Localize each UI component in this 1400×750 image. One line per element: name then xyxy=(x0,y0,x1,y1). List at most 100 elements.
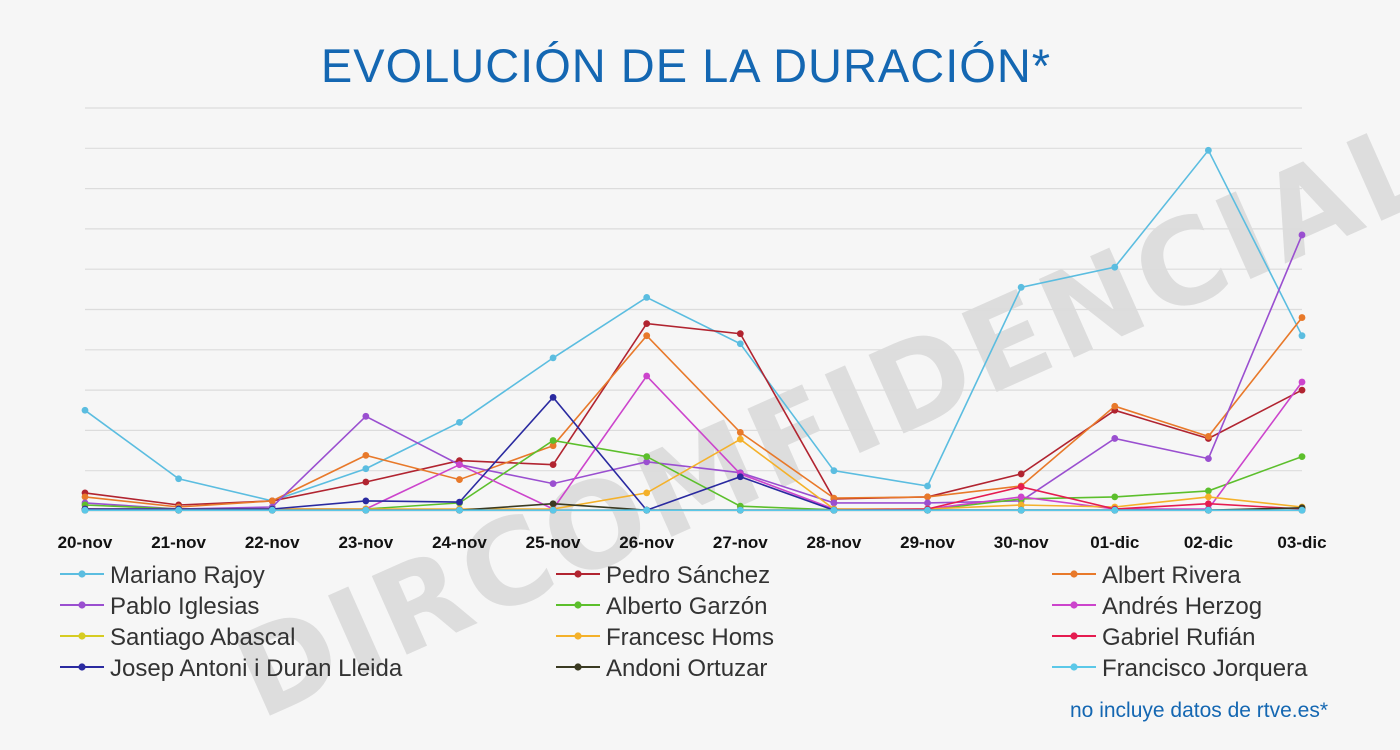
data-point xyxy=(1298,314,1306,321)
legend-label: Francisco Jorquera xyxy=(1102,655,1308,682)
series-line xyxy=(84,234,1303,510)
series-line xyxy=(84,148,1303,502)
data-point xyxy=(456,498,463,506)
series-lines xyxy=(81,146,1306,514)
data-point xyxy=(1204,493,1212,501)
legend-marker xyxy=(574,632,582,640)
data-point xyxy=(1111,506,1119,514)
grid-lines xyxy=(85,107,1302,512)
data-point xyxy=(549,480,557,487)
series-line xyxy=(84,317,1303,508)
data-point xyxy=(362,497,370,505)
legend-item: Mariano Rajoy xyxy=(60,562,265,589)
legend-marker xyxy=(574,663,582,671)
data-point xyxy=(1017,470,1025,478)
legend-marker xyxy=(78,632,86,640)
data-point xyxy=(1017,493,1025,501)
data-point xyxy=(736,340,744,348)
data-point xyxy=(268,506,276,514)
legend-label: Albert Rivera xyxy=(1102,562,1241,589)
x-tick-label: 27-nov xyxy=(713,533,768,552)
legend-item: Pedro Sánchez xyxy=(556,562,770,589)
data-point xyxy=(175,506,183,514)
data-point xyxy=(643,453,651,460)
data-point xyxy=(1111,263,1119,271)
data-point xyxy=(643,332,651,340)
data-point xyxy=(1298,332,1306,340)
data-point xyxy=(268,497,276,505)
data-point xyxy=(924,499,931,507)
x-axis-labels: 20-nov 21-nov 22-nov 23-nov 24-nov 25-nov 26-n… xyxy=(58,533,1327,552)
data-point xyxy=(362,506,370,514)
x-tick-label: 21-nov xyxy=(151,533,206,552)
series-11 xyxy=(81,506,1306,514)
data-point xyxy=(643,372,651,380)
data-point xyxy=(81,406,89,414)
data-point xyxy=(736,330,744,338)
data-point xyxy=(549,354,557,362)
data-point xyxy=(549,461,557,469)
x-tick-label: 25-nov xyxy=(526,533,581,552)
data-point xyxy=(1204,146,1212,154)
x-tick-label: 20-nov xyxy=(58,533,113,552)
footnote: no incluye datos de rtve.es* xyxy=(1070,699,1328,722)
legend-item: Josep Antoni i Duran Lleida xyxy=(60,655,403,682)
x-tick-label: 03-dic xyxy=(1277,533,1326,552)
legend-marker xyxy=(1070,663,1078,671)
data-point xyxy=(643,489,651,497)
data-point xyxy=(830,499,838,507)
legend-label: Josep Antoni i Duran Lleida xyxy=(110,655,403,682)
x-tick-label: 30-nov xyxy=(994,533,1049,552)
x-tick-label: 24-nov xyxy=(432,533,487,552)
data-point xyxy=(643,294,651,301)
data-point xyxy=(736,473,744,481)
legend-item: Albert Rivera xyxy=(1052,562,1241,589)
legend-label: Pablo Iglesias xyxy=(110,593,259,620)
data-point xyxy=(924,493,931,501)
data-point xyxy=(1017,283,1025,291)
legend-label: Andrés Herzog xyxy=(1102,593,1262,620)
data-point xyxy=(1298,231,1306,239)
x-tick-label: 29-nov xyxy=(900,533,955,552)
data-point xyxy=(362,451,370,459)
data-point xyxy=(362,465,370,473)
data-point xyxy=(1111,402,1119,410)
legend-label: Andoni Ortuzar xyxy=(606,655,767,682)
legend-label: Francesc Homs xyxy=(606,624,774,651)
legend-item: Andrés Herzog xyxy=(1052,593,1262,620)
legend-label: Alberto Garzón xyxy=(606,593,767,620)
legend-marker xyxy=(78,601,86,609)
legend-marker xyxy=(574,570,582,578)
legend-label: Santiago Abascal xyxy=(110,624,295,651)
data-point xyxy=(1204,455,1212,463)
data-point xyxy=(549,500,557,508)
data-point xyxy=(175,475,183,483)
data-point xyxy=(549,437,557,444)
data-point xyxy=(736,429,744,436)
legend-item: Francisco Jorquera xyxy=(1052,655,1308,682)
data-point xyxy=(1298,386,1306,394)
data-point xyxy=(1298,378,1306,386)
data-point xyxy=(1111,493,1119,501)
data-point xyxy=(549,393,557,401)
chart-title: EVOLUCIÓN DE LA DURACIÓN* xyxy=(320,39,1052,92)
legend-label: Gabriel Rufián xyxy=(1102,624,1255,651)
data-point xyxy=(362,478,370,486)
data-point xyxy=(1204,487,1212,495)
legend-marker xyxy=(1070,570,1078,578)
legend-label: Pedro Sánchez xyxy=(606,562,770,589)
legend: Mariano Rajoy Pedro Sánchez Albert Rivera P… xyxy=(60,562,1308,682)
data-point xyxy=(830,506,838,514)
series-line xyxy=(84,322,1303,506)
legend-label: Mariano Rajoy xyxy=(110,562,265,589)
legend-marker xyxy=(1070,632,1078,640)
data-point xyxy=(830,494,838,502)
data-point xyxy=(1204,433,1212,440)
data-point xyxy=(81,506,89,514)
legend-marker xyxy=(574,601,582,609)
data-point xyxy=(736,506,744,514)
x-tick-label: 28-nov xyxy=(807,533,862,552)
data-point xyxy=(549,442,557,450)
data-point xyxy=(643,458,651,466)
